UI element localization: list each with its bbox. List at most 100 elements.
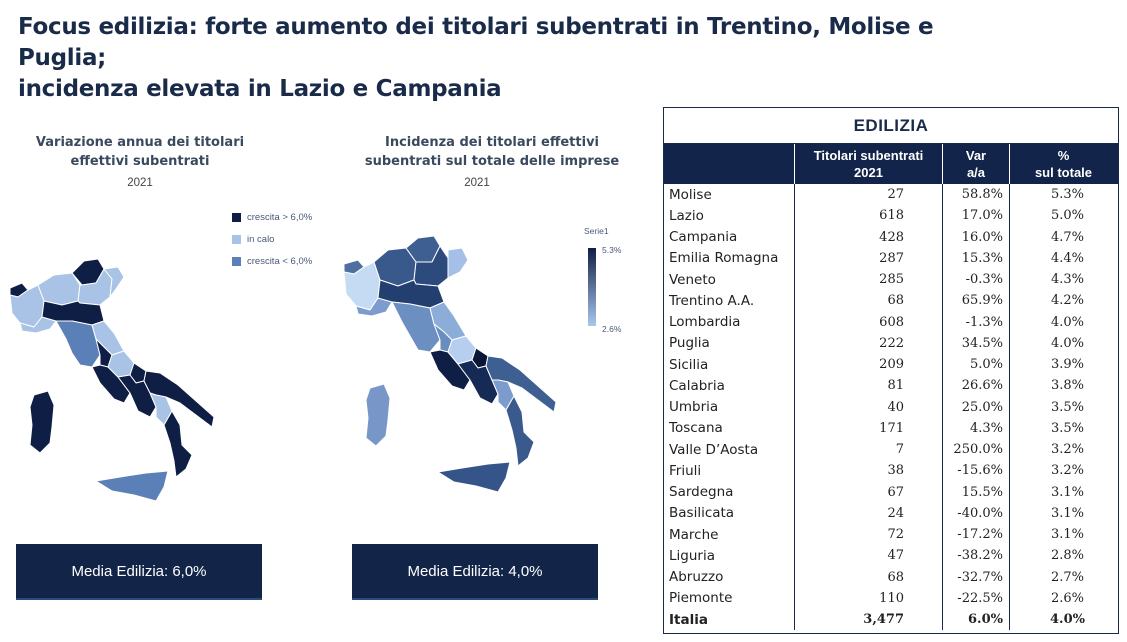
- region-calabria: [163, 410, 193, 478]
- cell-pct: 3.8%: [1050, 378, 1085, 394]
- cell-var: -15.6%: [943, 460, 1010, 482]
- legend-item-crescita-alta: crescita > 6,0%: [232, 212, 312, 223]
- legend-swatch: [232, 257, 241, 266]
- region-toscana: [391, 301, 441, 353]
- cell-var: 58.8%: [943, 184, 1010, 206]
- cell-var: 26.6%: [943, 375, 1010, 397]
- cell-var: 65.9%: [943, 290, 1010, 312]
- cell-region: Veneto: [664, 269, 795, 291]
- table-row: Umbria 40 25.0% 3.5%: [664, 396, 1118, 418]
- cell-titolari: 171: [795, 417, 943, 439]
- table-row: Emilia Romagna 287 15.3% 4.4%: [664, 247, 1118, 269]
- map1-media-label: Media Edilizia: 6,0%: [71, 562, 207, 580]
- region-calabria: [505, 395, 535, 467]
- region-sicilia: [95, 470, 169, 502]
- cell-titolari: 209: [795, 354, 943, 376]
- cell-var: -0.3%: [943, 269, 1010, 291]
- map1-title-line1: Variazione annua dei titolari: [35, 135, 245, 150]
- cell-var: 15.3%: [943, 247, 1010, 269]
- page-title-line1: Focus edilizia: forte aumento dei titola…: [18, 14, 934, 71]
- page-title: Focus edilizia: forte aumento dei titola…: [18, 12, 1018, 105]
- cell-var: 16.0%: [943, 226, 1010, 248]
- cell-var: -40.0%: [943, 502, 1010, 524]
- header-titolari: Titolari subentrati 2021: [795, 144, 943, 184]
- table-row: Basilicata 24 -40.0% 3.1%: [664, 502, 1118, 524]
- cell-pct: 3.1%: [1050, 484, 1085, 500]
- map2-italy: [343, 235, 557, 493]
- legend-label: crescita > 6,0%: [247, 212, 313, 223]
- table-title: EDILIZIA: [664, 108, 1118, 144]
- cell-pct: 4.4%: [1050, 250, 1085, 266]
- legend-item-in-calo: in calo: [232, 234, 312, 245]
- cell-var: 17.0%: [943, 205, 1010, 227]
- table-row: Abruzzo 68 -32.7% 2.7%: [664, 566, 1118, 588]
- cell-titolari: 608: [795, 311, 943, 333]
- map1-title-line2: effettivi subentrati: [70, 154, 210, 169]
- cell-region: Sardegna: [664, 481, 795, 503]
- cell-titolari: 287: [795, 247, 943, 269]
- cell-var: 250.0%: [943, 439, 1010, 461]
- cell-pct: 2.8%: [1050, 548, 1085, 564]
- header-pct: % sul totale: [1010, 144, 1117, 184]
- cell-pct: 4.0%: [1050, 314, 1085, 330]
- cell-titolari: 67: [795, 481, 943, 503]
- cell-titolari: 47: [795, 545, 943, 567]
- cell-pct: 2.7%: [1050, 569, 1085, 585]
- cell-pct: 4.0%: [1050, 612, 1085, 628]
- header-pct-line1: %: [1057, 148, 1070, 163]
- table-row: Toscana 171 4.3% 3.5%: [664, 417, 1118, 439]
- header-titolari-line2: 2021: [854, 165, 883, 180]
- cell-pct: 3.2%: [1050, 442, 1085, 458]
- cell-titolari: 3,477: [795, 609, 943, 631]
- cell-region: Liguria: [664, 545, 795, 567]
- cell-var: -1.3%: [943, 311, 1010, 333]
- cell-region: Toscana: [664, 417, 795, 439]
- cell-var: -22.5%: [943, 587, 1010, 609]
- legend-item-crescita-bassa: crescita < 6,0%: [232, 256, 312, 267]
- header-var: Var a/a: [943, 144, 1010, 184]
- cell-titolari: 38: [795, 460, 943, 482]
- cell-titolari: 428: [795, 226, 943, 248]
- cell-var: -17.2%: [943, 524, 1010, 546]
- cell-region: Molise: [664, 184, 795, 206]
- cell-var: -38.2%: [943, 545, 1010, 567]
- table-row: Trentino A.A. 68 65.9% 4.2%: [664, 290, 1118, 312]
- cell-region: Italia: [664, 609, 795, 631]
- map2-media-box: Media Edilizia: 4,0%: [352, 544, 598, 600]
- region-lombardia: [37, 272, 81, 306]
- cell-titolari: 68: [795, 290, 943, 312]
- table-row: Marche 72 -17.2% 3.1%: [664, 524, 1118, 546]
- map2-title-line1: Incidenza dei titolari effettivi: [384, 135, 600, 150]
- table-body: Molise 27 58.8% 5.3% Lazio 618 17.0% 5.0% Campan…: [664, 184, 1118, 631]
- cell-titolari: 7: [795, 439, 943, 461]
- region-veneto: [77, 268, 113, 306]
- cell-titolari: 72: [795, 524, 943, 546]
- table-row: Valle D’Aosta 7 250.0% 3.2%: [664, 439, 1118, 461]
- cell-region: Abruzzo: [664, 566, 795, 588]
- cell-titolari: 222: [795, 332, 943, 354]
- cell-pct: 4.2%: [1050, 293, 1085, 309]
- map1-title: Variazione annua dei titolari effettivi …: [20, 133, 260, 171]
- cell-var: 25.0%: [943, 396, 1010, 418]
- cell-titolari: 40: [795, 396, 943, 418]
- header-var-line1: Var: [965, 148, 987, 163]
- cell-pct: 2.6%: [1050, 590, 1085, 606]
- region-toscana: [55, 320, 101, 368]
- cell-region: Trentino A.A.: [664, 290, 795, 312]
- cell-region: Umbria: [664, 396, 795, 418]
- region-sicilia: [437, 461, 511, 493]
- table-row: Sardegna 67 15.5% 3.1%: [664, 481, 1118, 503]
- cell-var: 34.5%: [943, 332, 1010, 354]
- cell-titolari: 618: [795, 205, 943, 227]
- cell-var: 5.0%: [943, 354, 1010, 376]
- map2-title-line2: subentrati sul totale delle imprese: [364, 154, 620, 169]
- cell-pct: 4.0%: [1050, 335, 1085, 351]
- cell-pct: 3.9%: [1050, 357, 1085, 373]
- cell-region: Lombardia: [664, 311, 795, 333]
- header-var-line2: a/a: [966, 165, 986, 180]
- legend-label: in calo: [247, 234, 275, 245]
- map1-legend: crescita > 6,0% in calo crescita < 6,0%: [232, 212, 312, 278]
- cell-region: Basilicata: [664, 502, 795, 524]
- cell-pct: 5.3%: [1050, 187, 1085, 203]
- table-row: Puglia 222 34.5% 4.0%: [664, 332, 1118, 354]
